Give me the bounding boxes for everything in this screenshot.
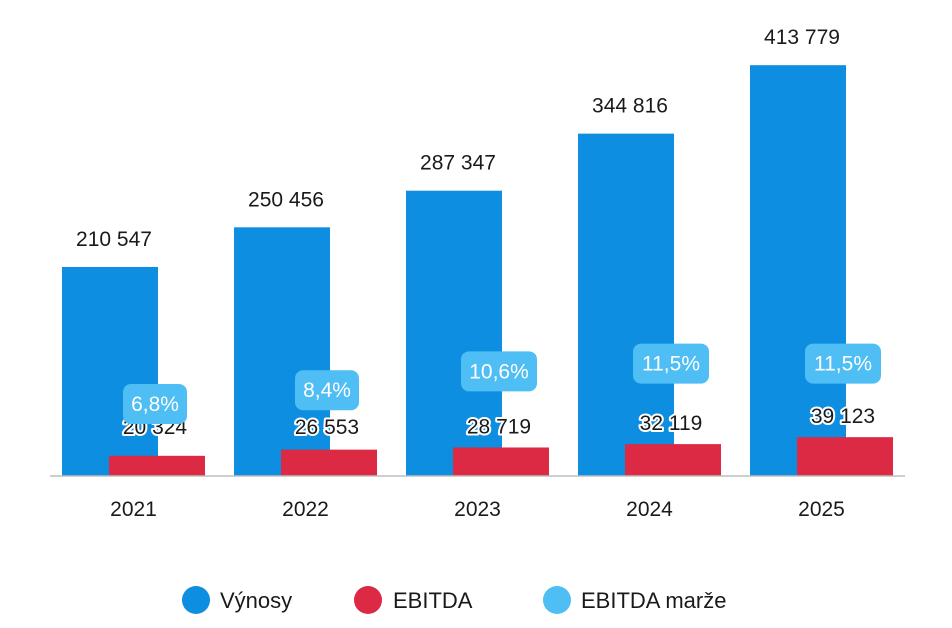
legend-swatch-ebitda (354, 586, 382, 614)
legend-label-ebitda-margin: EBITDA marže (581, 588, 726, 613)
label-revenue-2023: 287 347 (420, 152, 496, 175)
label-revenue-2024: 344 816 (592, 95, 668, 118)
margin-bubble-2024 (633, 343, 709, 384)
label-revenue-2025: 413 779 (764, 26, 840, 49)
bar-ebitda-2024 (625, 444, 721, 476)
bar-ebitda-2021 (109, 455, 205, 476)
label-ebitda-2025: 39 123 (811, 405, 875, 428)
x-tick-2021: 2021 (110, 498, 157, 521)
legend-label-revenue: Výnosy (220, 588, 292, 613)
bar-revenue-2023 (406, 190, 502, 476)
margin-bubble-2023 (461, 351, 537, 392)
label-margin-2023: 10,6% (469, 360, 529, 383)
bar-revenue-2021 (62, 266, 158, 476)
margin-bubble-2021 (123, 384, 187, 424)
x-tick-2024: 2024 (626, 498, 673, 521)
bar-ebitda-2022 (281, 449, 377, 476)
label-revenue-2022: 250 456 (248, 188, 324, 211)
label-margin-2024: 11,5% (642, 353, 700, 376)
bar-ebitda-2023 (453, 447, 549, 476)
margin-bubble-2022 (295, 370, 359, 411)
label-ebitda-2022: 26 553 (295, 416, 359, 439)
label-revenue-2021: 210 547 (76, 228, 152, 251)
legend-label-ebitda: EBITDA (393, 588, 473, 613)
margin-bubble-2025 (805, 343, 881, 384)
label-margin-2021: 6,8% (131, 393, 179, 416)
legend-swatch-ebitda-margin (543, 586, 571, 614)
legend-swatch-revenue (182, 586, 210, 614)
bars-layer (62, 65, 893, 476)
x-tick-2025: 2025 (798, 498, 845, 521)
label-ebitda-2024: 32 119 (640, 412, 703, 435)
bar-revenue-2024 (578, 133, 674, 476)
bar-ebitda-2025 (797, 437, 893, 476)
label-margin-2022: 8,4% (303, 379, 351, 402)
label-margin-2025: 11,5% (814, 353, 872, 376)
legend: Výnosy EBITDA EBITDA marže (182, 586, 726, 614)
bar-revenue-2025 (750, 65, 846, 476)
bar-revenue-2022 (234, 227, 330, 476)
x-tick-2022: 2022 (282, 498, 329, 521)
x-tick-2023: 2023 (454, 498, 501, 521)
label-ebitda-2023: 28 719 (467, 415, 531, 438)
